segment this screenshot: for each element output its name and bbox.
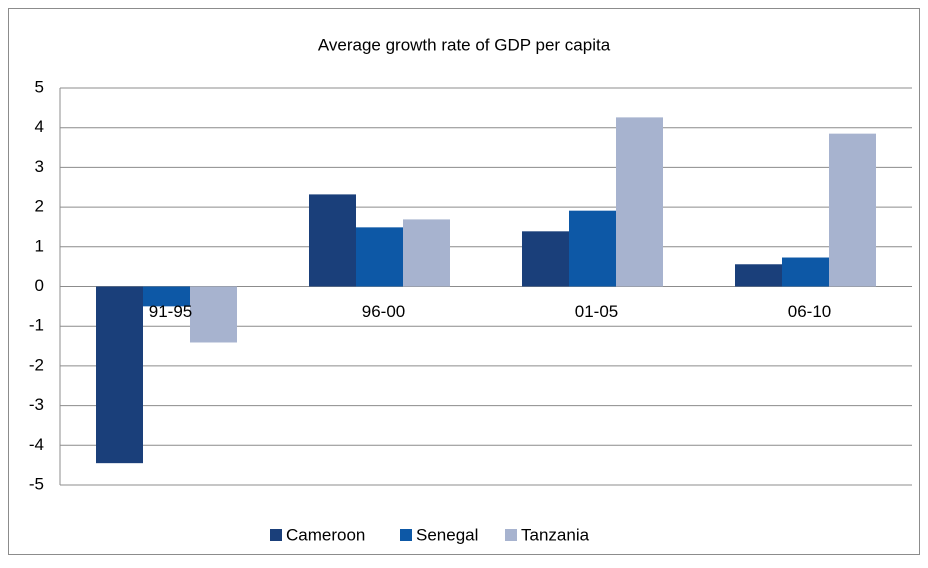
y-tick-label: 1 — [35, 236, 44, 255]
y-tick-label: -3 — [29, 395, 44, 414]
y-tick-label: 2 — [35, 197, 44, 216]
y-tick-label: -4 — [29, 435, 44, 454]
bar — [190, 286, 237, 343]
bar — [782, 257, 829, 287]
legend-swatch — [270, 529, 282, 541]
y-tick-label: 3 — [35, 157, 44, 176]
bar — [569, 210, 616, 287]
legend-label: Tanzania — [521, 525, 590, 544]
y-tick-label: -2 — [29, 355, 44, 374]
legend-label: Senegal — [416, 525, 478, 544]
y-tick-label: -1 — [29, 316, 44, 335]
legend-label: Cameroon — [286, 525, 365, 544]
bar — [735, 264, 782, 287]
legend-swatch — [505, 529, 517, 541]
bar — [309, 194, 356, 287]
bar — [616, 117, 663, 287]
x-tick-label: 91-95 — [149, 302, 192, 321]
y-tick-label: 4 — [35, 117, 44, 136]
y-tick-label: 0 — [35, 276, 44, 295]
legend-swatch — [400, 529, 412, 541]
bar — [143, 286, 190, 307]
bar — [522, 231, 569, 287]
bar — [829, 133, 876, 287]
bar — [403, 219, 450, 287]
x-tick-label: 06-10 — [788, 302, 831, 321]
y-tick-label: -5 — [29, 474, 44, 493]
bar — [96, 286, 143, 464]
x-tick-label: 01-05 — [575, 302, 618, 321]
y-tick-label: 5 — [35, 77, 44, 96]
chart-title: Average growth rate of GDP per capita — [318, 35, 611, 54]
bar — [356, 227, 403, 287]
x-tick-label: 96-00 — [362, 302, 405, 321]
